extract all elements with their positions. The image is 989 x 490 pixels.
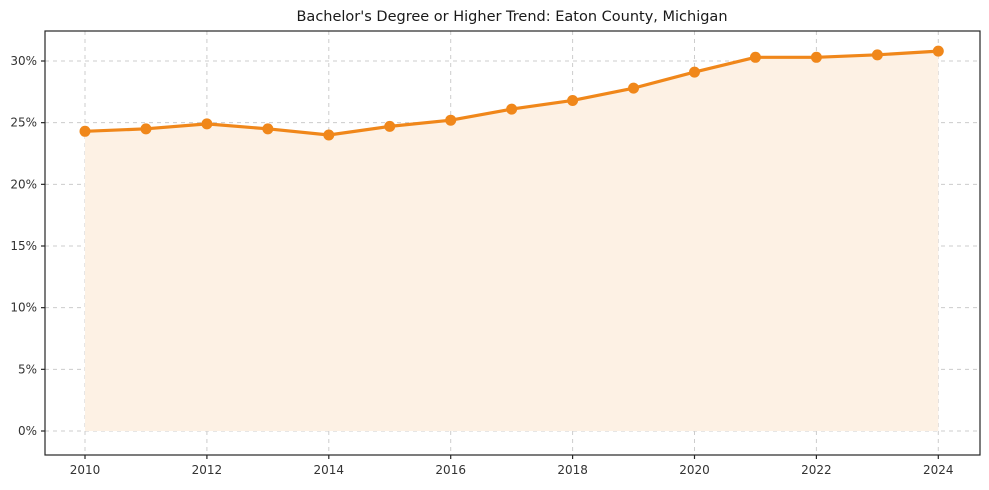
data-point <box>201 118 213 130</box>
data-point <box>749 51 761 63</box>
data-point <box>810 51 822 63</box>
x-tick-label: 2016 <box>435 463 466 477</box>
x-tick-label: 2018 <box>557 463 588 477</box>
x-tick-label: 2012 <box>192 463 223 477</box>
y-tick-label: 15% <box>10 239 37 253</box>
data-point <box>384 120 396 132</box>
data-point <box>567 94 579 106</box>
x-tick-label: 2014 <box>314 463 345 477</box>
x-tick-label: 2024 <box>923 463 954 477</box>
y-tick-label: 25% <box>10 116 37 130</box>
y-tick-label: 10% <box>10 301 37 315</box>
y-tick-label: 20% <box>10 177 37 191</box>
data-point <box>140 123 152 135</box>
plot-area: 0% 5% 10% 15% 20% 25% 30% 2010 2012 2014 2016 2018 2… <box>10 30 981 477</box>
x-tick-label: 2022 <box>801 463 832 477</box>
data-point <box>323 129 335 141</box>
data-point <box>262 123 274 135</box>
x-tick-label: 2010 <box>70 463 101 477</box>
area-fill <box>85 51 939 431</box>
data-point <box>445 114 457 126</box>
y-tick-label: 5% <box>18 362 37 376</box>
data-point <box>79 125 91 137</box>
data-point <box>506 103 518 115</box>
y-tick-label: 30% <box>10 54 37 68</box>
data-point <box>628 82 640 94</box>
y-tick-label: 0% <box>18 424 37 438</box>
chart-title: Bachelor's Degree or Higher Trend: Eaton… <box>296 9 727 25</box>
x-tick-label: 2020 <box>679 463 710 477</box>
data-point <box>689 66 700 78</box>
data-point <box>932 45 944 57</box>
data-point <box>871 49 883 61</box>
plot-border <box>44 30 981 456</box>
